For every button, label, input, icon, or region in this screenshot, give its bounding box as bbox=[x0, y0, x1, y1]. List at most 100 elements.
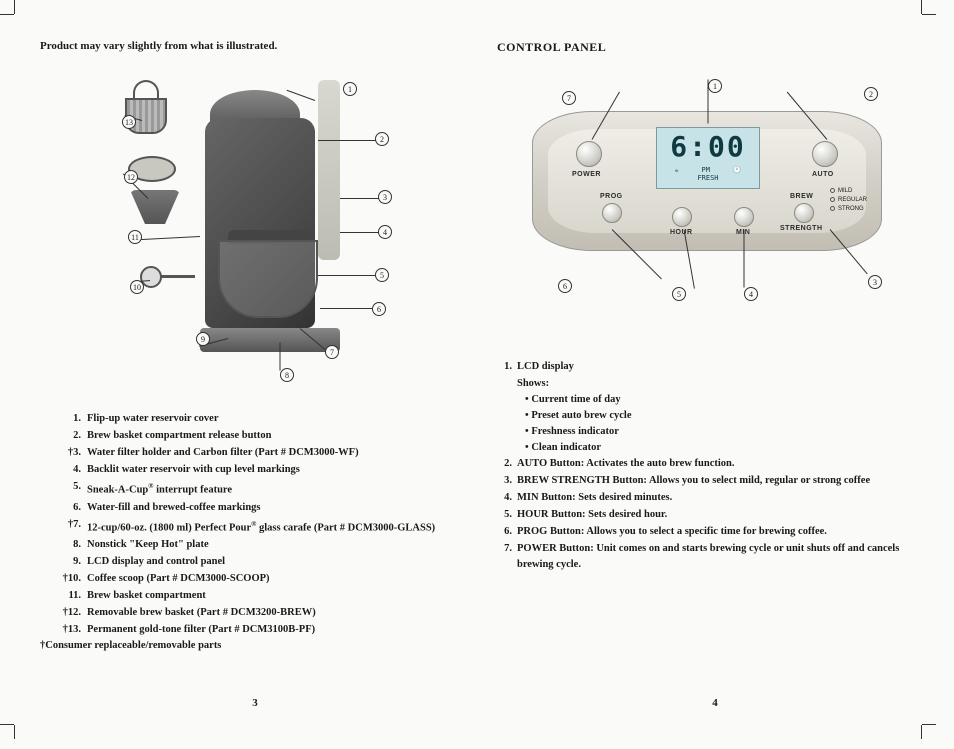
callout-number: 2 bbox=[375, 132, 389, 146]
crop-mark bbox=[0, 724, 14, 725]
cp-list-text: POWER Button: Unit comes on and starts b… bbox=[517, 541, 924, 573]
page-left: Product may vary slightly from what is i… bbox=[40, 40, 467, 651]
parts-list-item: 9.LCD display and control panel bbox=[55, 553, 467, 570]
cp-list-item: 3.BREW STRENGTH Button: Allows you to se… bbox=[497, 473, 924, 489]
callout-number: 4 bbox=[744, 287, 758, 301]
parts-list-item: 4.Backlit water reservoir with cup level… bbox=[55, 461, 467, 478]
cp-list-bullet: Preset auto brew cycle bbox=[525, 408, 924, 424]
cp-list-number: 2. bbox=[497, 456, 517, 472]
callout-number: 8 bbox=[280, 368, 294, 382]
carafe-shape bbox=[218, 240, 318, 318]
parts-list-number: 6. bbox=[55, 499, 87, 516]
callout-leader bbox=[340, 232, 380, 233]
cp-list-text: LCD display bbox=[517, 359, 924, 375]
control-panel-list: 1.LCD displayShows:Current time of dayPr… bbox=[497, 359, 924, 573]
cp-list-bullets: Current time of dayPreset auto brew cycl… bbox=[525, 392, 924, 456]
parts-list-text: Removable brew basket (Part # DCM3200-BR… bbox=[87, 604, 467, 621]
cp-list-number: 5. bbox=[497, 507, 517, 523]
parts-list-number: 8. bbox=[55, 536, 87, 553]
cp-list-item: 2.AUTO Button: Activates the auto brew f… bbox=[497, 456, 924, 472]
control-panel-heading: CONTROL PANEL bbox=[497, 40, 924, 55]
parts-list-text: Brew basket compartment release button bbox=[87, 427, 467, 444]
parts-list-number: 2. bbox=[55, 427, 87, 444]
parts-list-number: 1. bbox=[55, 410, 87, 427]
product-diagram: 12345678910111213 bbox=[100, 80, 405, 380]
callout-number: 6 bbox=[558, 279, 572, 293]
cp-list-text: HOUR Button: Sets desired hour. bbox=[517, 507, 924, 523]
cp-list-item: 1.LCD display bbox=[497, 359, 924, 375]
callout-number: 3 bbox=[868, 275, 882, 289]
crop-mark bbox=[921, 725, 922, 739]
crop-mark bbox=[14, 725, 15, 739]
hour-button[interactable] bbox=[672, 207, 692, 227]
cp-list-item: 7.POWER Button: Unit comes on and starts… bbox=[497, 541, 924, 573]
consumer-parts-footnote: †Consumer replaceable/removable parts bbox=[40, 640, 467, 651]
crop-mark bbox=[921, 0, 922, 14]
callout-leader bbox=[340, 198, 380, 199]
strength-option: MILD bbox=[830, 187, 867, 196]
parts-list-number: †10. bbox=[55, 570, 87, 587]
callout-number: 1 bbox=[343, 82, 357, 96]
lcd-display: 6:00 ☕ PM 🕐 FRESH bbox=[656, 127, 760, 189]
brew-strength-button[interactable] bbox=[794, 203, 814, 223]
parts-list-item: †13.Permanent gold-tone filter (Part # D… bbox=[55, 621, 467, 638]
strength-label: STRENGTH bbox=[780, 225, 823, 232]
cp-list-number: 7. bbox=[497, 541, 517, 573]
callout-number: 10 bbox=[130, 280, 144, 294]
control-panel-diagram: 6:00 ☕ PM 🕐 FRESH POWER AUTO PROG HOUR M… bbox=[512, 79, 902, 309]
crop-mark bbox=[922, 14, 936, 15]
lcd-pm-label: PM bbox=[702, 166, 710, 174]
callout-leader bbox=[320, 308, 373, 309]
parts-list-text: Backlit water reservoir with cup level m… bbox=[87, 461, 467, 478]
parts-list-text: Sneak-A-Cup® interrupt feature bbox=[87, 478, 467, 499]
parts-list-number: †12. bbox=[55, 604, 87, 621]
parts-list-item: 11.Brew basket compartment bbox=[55, 587, 467, 604]
parts-list-item: 1.Flip-up water reservoir cover bbox=[55, 410, 467, 427]
parts-list-text: Nonstick "Keep Hot" plate bbox=[87, 536, 467, 553]
prog-label: PROG bbox=[600, 193, 623, 200]
callout-number: 2 bbox=[864, 87, 878, 101]
callout-leader bbox=[318, 275, 376, 276]
crop-mark bbox=[14, 0, 15, 14]
callout-number: 5 bbox=[672, 287, 686, 301]
parts-list: 1.Flip-up water reservoir cover2.Brew ba… bbox=[55, 410, 467, 638]
variation-note: Product may vary slightly from what is i… bbox=[40, 40, 467, 52]
auto-button[interactable] bbox=[812, 141, 838, 167]
page-right: CONTROL PANEL 6:00 ☕ PM 🕐 FRESH POWER AU… bbox=[497, 40, 924, 651]
prog-button[interactable] bbox=[602, 203, 622, 223]
parts-list-text: Coffee scoop (Part # DCM3000-SCOOP) bbox=[87, 570, 467, 587]
strength-options: MILDREGULARSTRONG bbox=[830, 187, 867, 214]
parts-list-item: †12.Removable brew basket (Part # DCM320… bbox=[55, 604, 467, 621]
power-button[interactable] bbox=[576, 141, 602, 167]
parts-list-item: 5.Sneak-A-Cup® interrupt feature bbox=[55, 478, 467, 499]
parts-list-number: †3. bbox=[55, 444, 87, 461]
page-number-right: 4 bbox=[500, 697, 930, 709]
cp-list-number: 3. bbox=[497, 473, 517, 489]
strength-option: REGULAR bbox=[830, 196, 867, 205]
cp-list-text: PROG Button: Allows you to select a spec… bbox=[517, 524, 924, 540]
page-number-left: 3 bbox=[40, 697, 470, 709]
parts-list-text: 12-cup/60-oz. (1800 ml) Perfect Pour® gl… bbox=[87, 516, 467, 537]
cp-list-item: 5.HOUR Button: Sets desired hour. bbox=[497, 507, 924, 523]
brew-label: BREW bbox=[790, 193, 813, 200]
callout-leader bbox=[744, 230, 745, 288]
cp-list-bullet: Current time of day bbox=[525, 392, 924, 408]
parts-list-item: †7.12-cup/60-oz. (1800 ml) Perfect Pour®… bbox=[55, 516, 467, 537]
parts-list-text: Permanent gold-tone filter (Part # DCM31… bbox=[87, 621, 467, 638]
callout-number: 11 bbox=[128, 230, 142, 244]
callout-number: 9 bbox=[196, 332, 210, 346]
callout-number: 7 bbox=[325, 345, 339, 359]
callout-number: 5 bbox=[375, 268, 389, 282]
cp-list-text: MIN Button: Sets desired minutes. bbox=[517, 490, 924, 506]
crop-mark bbox=[0, 14, 14, 15]
callout-leader bbox=[280, 343, 281, 371]
callout-leader bbox=[318, 140, 376, 141]
parts-list-text: Brew basket compartment bbox=[87, 587, 467, 604]
cp-list-subhead: Shows: bbox=[517, 376, 924, 392]
callout-number: 12 bbox=[124, 170, 138, 184]
parts-list-number: †7. bbox=[55, 516, 87, 537]
scoop-handle-shape bbox=[161, 275, 195, 278]
cp-list-number: 4. bbox=[497, 490, 517, 506]
min-button[interactable] bbox=[734, 207, 754, 227]
parts-list-number: 11. bbox=[55, 587, 87, 604]
